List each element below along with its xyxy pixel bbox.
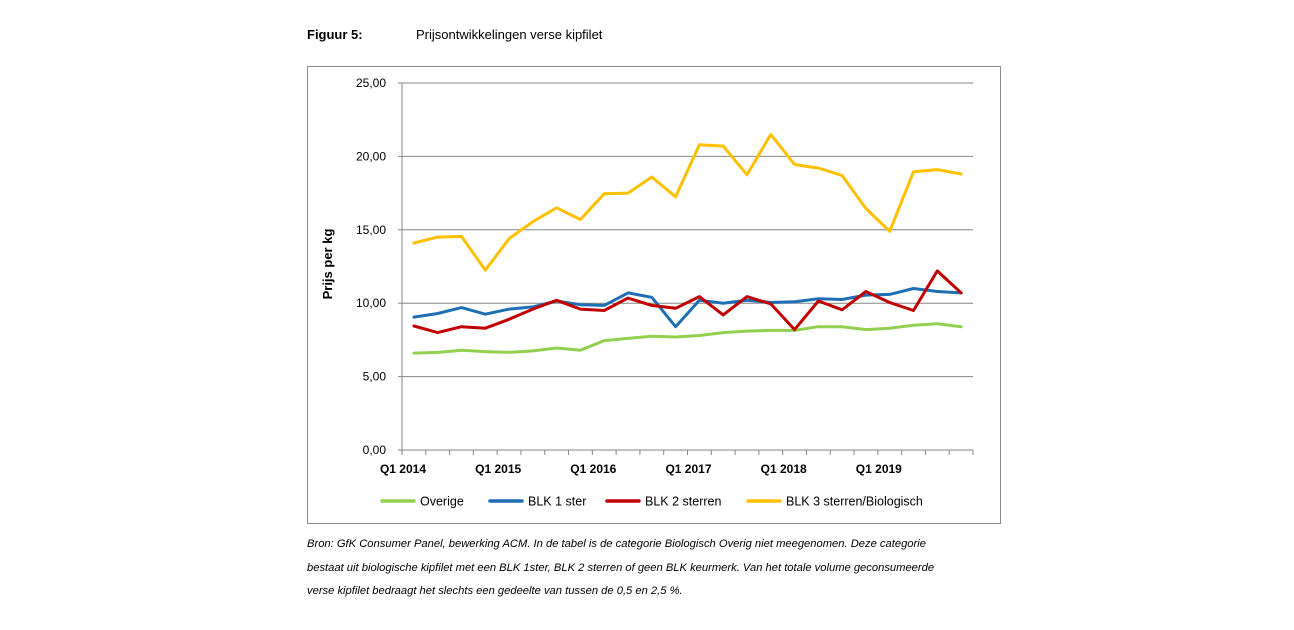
y-tick-label: 10,00 [356,296,386,310]
legend-label-blk-1-ster: BLK 1 ster [528,495,586,509]
series-line-blk-1-ster [412,287,963,329]
series-line-overige [412,322,963,355]
y-tick-label: 20,00 [356,149,386,163]
gridlines [398,82,973,451]
y-tick-label: 15,00 [356,223,386,237]
source-note: Bron: GfK Consumer Panel, bewerking ACM.… [307,533,1027,604]
series-line-blk-2-sterren [412,269,963,335]
legend-label-blk-2-sterren: BLK 2 sterren [645,495,721,509]
y-tick-label: 0,00 [363,443,387,457]
source-line: bestaat uit biologische kipfilet met een… [307,561,935,574]
x-tick-label: Q1 2019 [856,462,902,476]
y-axis-label: Prijs per kg [320,229,335,300]
figure-title: Prijsontwikkelingen verse kipfilet [416,27,603,42]
series-line-blk-3-sterren-biologisch [412,132,963,272]
axes [401,83,974,455]
legend-label-blk-3-sterren-biologisch: BLK 3 sterren/Biologisch [786,495,923,509]
source-line: verse kipfilet bedraagt het slechts een … [307,585,683,597]
x-tick-label: Q1 2018 [761,462,807,476]
legend: Overige BLK 1 ster BLK 2 sterren BLK 3 ster… [380,495,923,509]
y-tick-labels: 0,00 5,00 10,00 15,00 20,00 25,00 [356,76,386,457]
y-tick-label: 25,00 [356,76,386,90]
series-lines [412,132,963,355]
legend-label-overige: Overige [420,495,464,509]
x-tick-label: Q1 2015 [475,462,521,476]
y-tick-label: 5,00 [363,370,387,384]
x-tick-label: Q1 2017 [665,462,711,476]
figure-label: Figuur 5: [307,27,363,42]
x-tick-label: Q1 2016 [570,462,616,476]
source-line: Bron: GfK Consumer Panel, bewerking ACM.… [307,538,926,550]
x-tick-labels: Q1 2014 Q1 2015 Q1 2016 Q1 2017 Q1 2018 Q1 20… [380,462,902,476]
chart-frame: 0,00 5,00 10,00 15,00 20,00 25,00 Q1 2014 Q1 2… [307,66,1001,524]
x-tick-label: Q1 2014 [380,462,426,476]
